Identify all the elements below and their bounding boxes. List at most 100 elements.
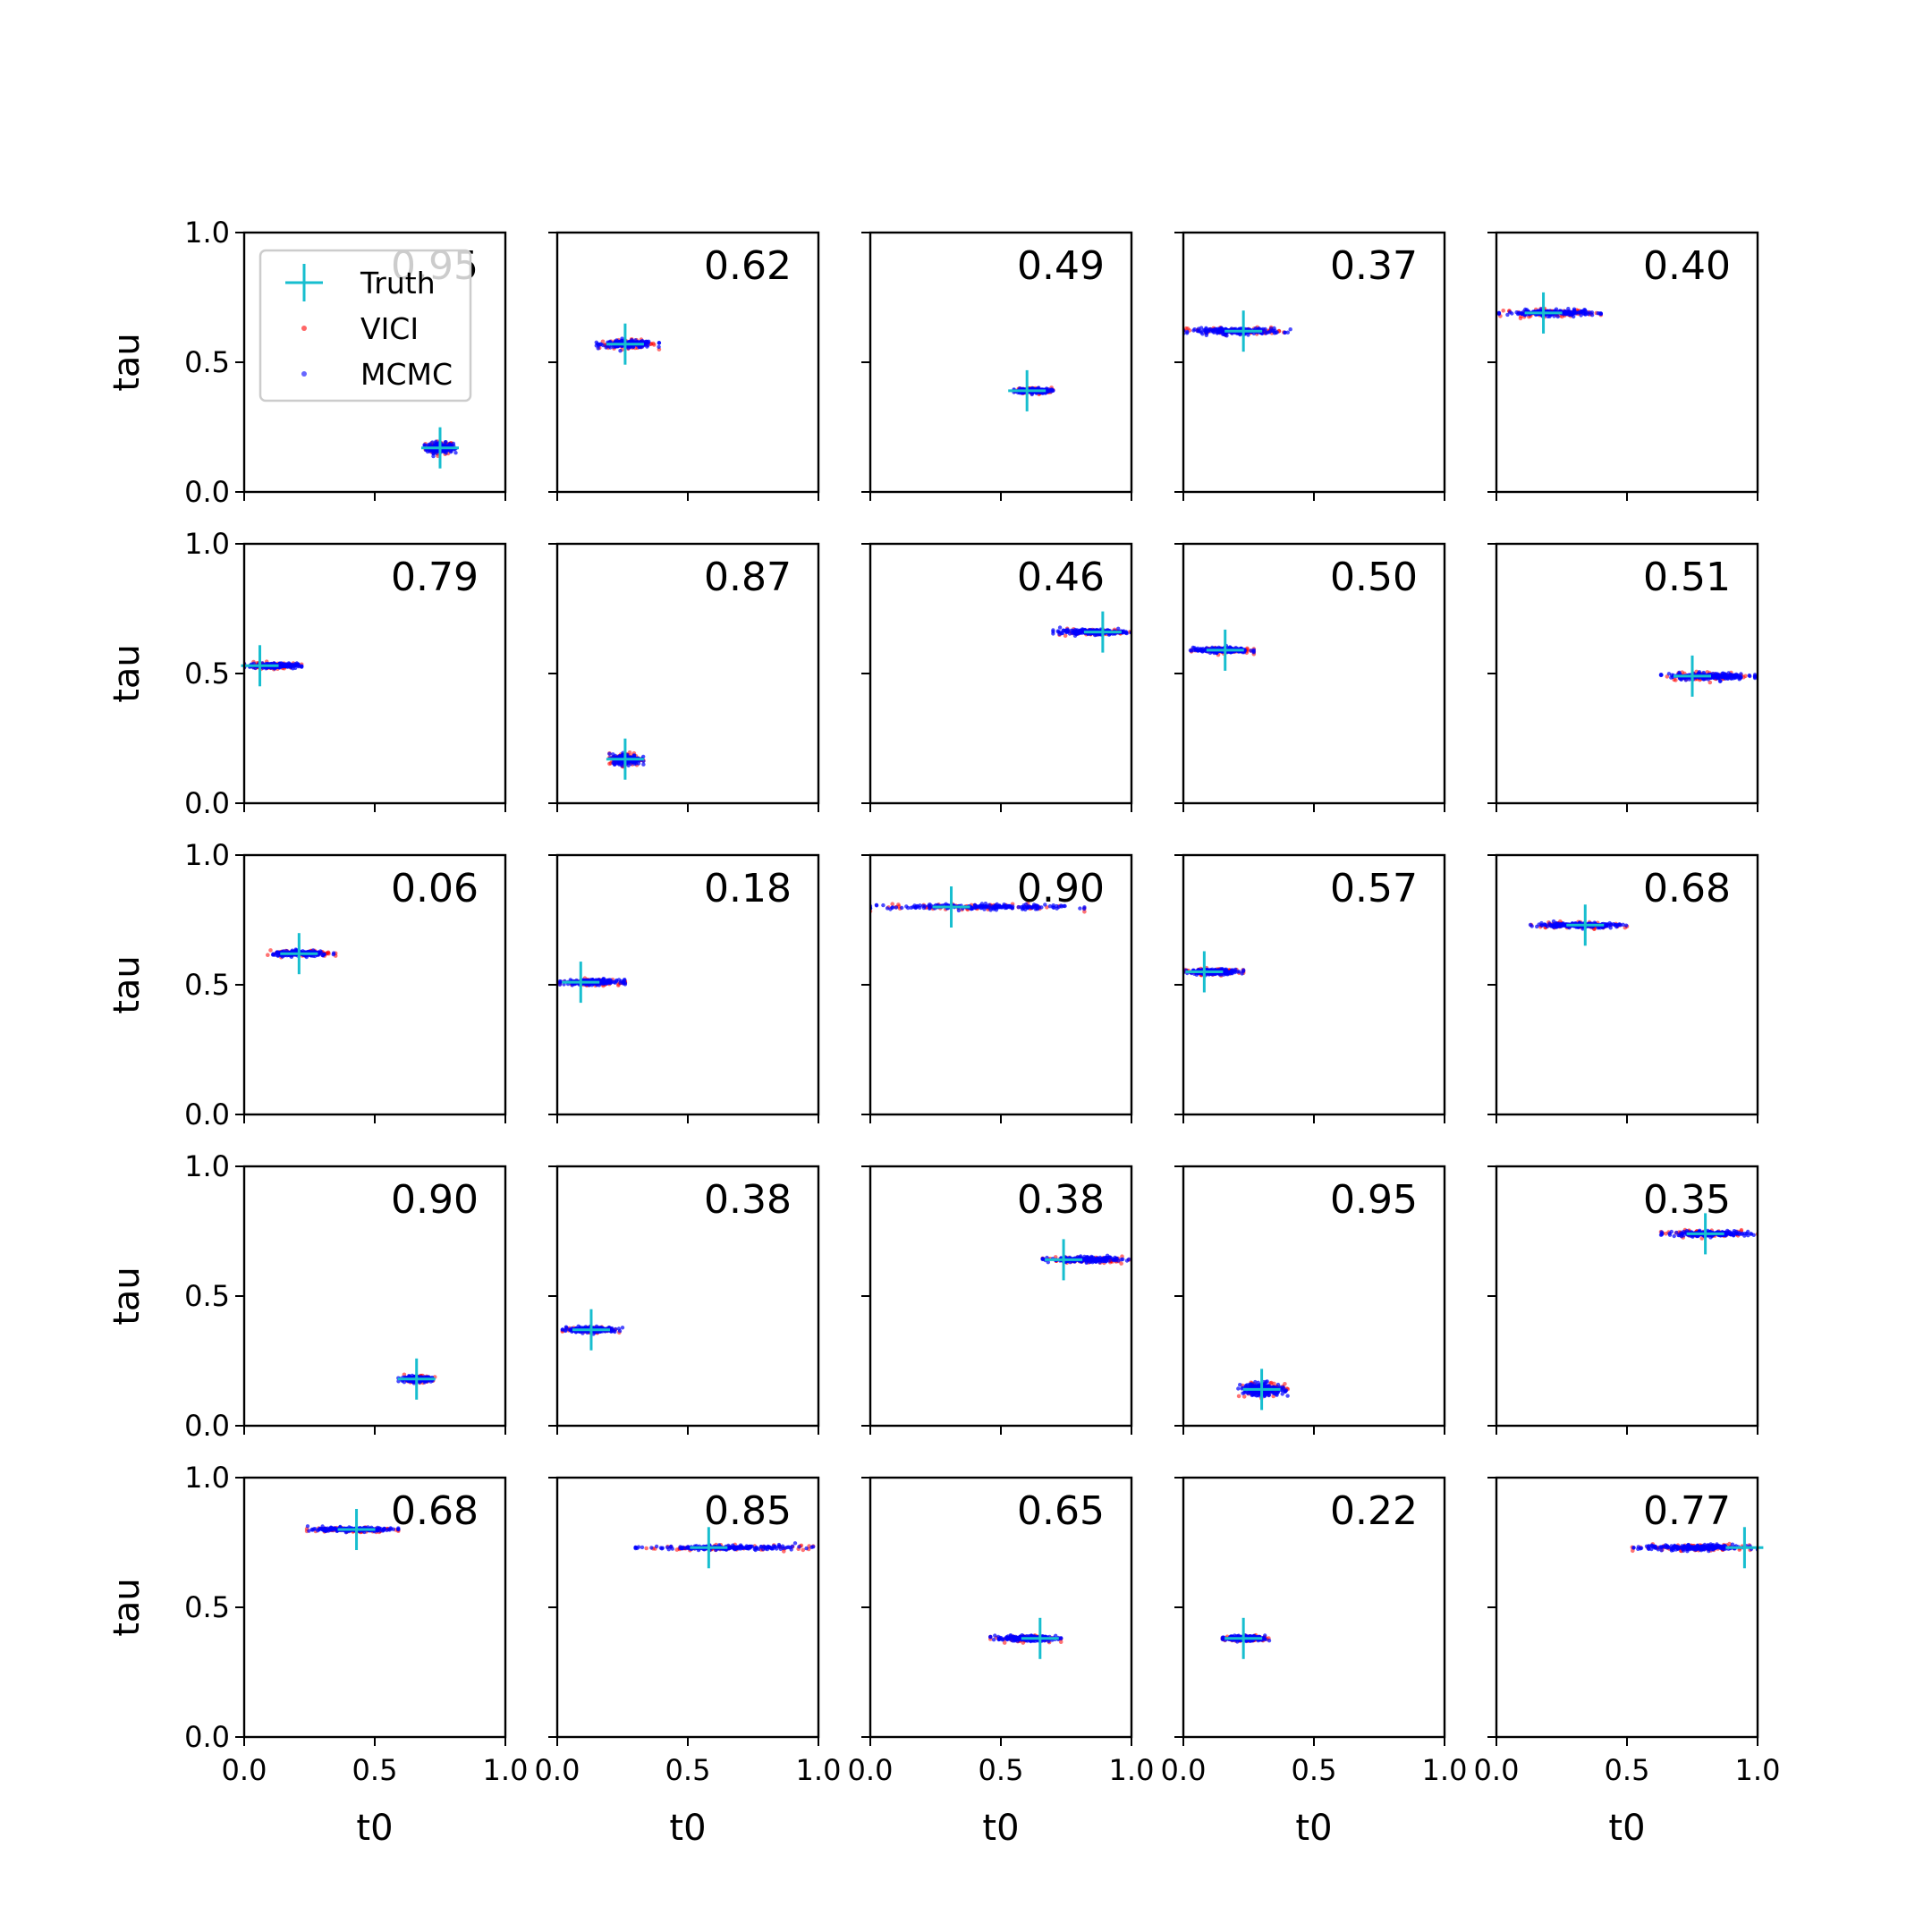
y-tick-label: 0.0	[184, 1097, 230, 1131]
mcmc-sample-point	[626, 346, 631, 351]
mcmc-sample-point	[1658, 673, 1664, 678]
mcmc-sample-point	[1024, 902, 1029, 907]
mcmc-sample-point	[1505, 312, 1510, 318]
truth-marker	[397, 1358, 436, 1400]
mcmc-sample-point	[1624, 923, 1629, 928]
y-tick-label: 0.5	[184, 345, 230, 379]
vici-sample-point	[1082, 910, 1087, 914]
mcmc-sample-point	[1043, 902, 1047, 907]
mcmc-sample-point	[657, 344, 661, 349]
mcmc-sample-point	[604, 345, 608, 350]
panel-14: 0.57	[1174, 853, 1446, 1123]
mcmc-sample-point	[1204, 333, 1209, 337]
panel-value-label: 0.18	[704, 866, 792, 911]
mcmc-sample-point	[331, 951, 336, 955]
mcmc-sample-point	[606, 979, 610, 984]
mcmc-sample-point	[1215, 327, 1219, 332]
mcmc-sample-point	[956, 908, 962, 913]
panel-grid: 0.00.51.0tau0.950.620.490.370.400.00.51.…	[106, 216, 1780, 1849]
mcmc-sample-point	[982, 907, 987, 911]
mcmc-sample-point	[1119, 1258, 1123, 1262]
panel-value-label: 0.62	[704, 243, 792, 289]
mcmc-sample-point	[609, 1326, 614, 1331]
mcmc-sample-point	[1224, 971, 1230, 976]
mcmc-sample-point	[321, 953, 326, 958]
mcmc-sample-point	[1049, 387, 1055, 392]
y-axis-label: tau	[106, 1267, 148, 1326]
mcmc-sample-point	[1057, 625, 1063, 630]
truth-marker	[606, 738, 644, 780]
mcmc-sample-point	[1056, 630, 1061, 634]
mcmc-sample-point	[1124, 1258, 1130, 1263]
panel-value-label: 0.37	[1330, 243, 1418, 289]
mcmc-sample-point	[970, 906, 974, 911]
mcmc-sample-point	[1540, 923, 1545, 928]
truth-marker	[1524, 292, 1563, 334]
mcmc-sample-point	[928, 903, 934, 908]
y-tick-label: 1.0	[184, 216, 230, 250]
truth-marker	[1206, 629, 1244, 671]
mcmc-sample-point	[428, 442, 432, 446]
panel-value-label: 0.38	[704, 1177, 792, 1223]
mcmc-sample-point	[973, 905, 978, 910]
mcmc-sample-point	[636, 761, 641, 766]
mcmc-sample-point	[657, 341, 662, 345]
mcmc-sample-point	[580, 1331, 585, 1335]
truth-marker	[241, 645, 279, 687]
truth-marker	[1224, 310, 1263, 352]
mcmc-sample-point	[1716, 676, 1722, 681]
mcmc-sample-point	[1737, 674, 1741, 679]
mcmc-sample-point	[881, 902, 886, 908]
mcmc-sample-point	[1051, 630, 1055, 634]
mcmc-sample-point	[318, 949, 323, 953]
mcmc-sample-point	[1683, 678, 1689, 682]
panel-18: 0.38	[861, 1165, 1133, 1435]
mcmc-sample-point	[1217, 326, 1223, 331]
mcmc-sample-point	[573, 1330, 579, 1335]
mcmc-sample-point	[618, 349, 623, 353]
mcmc-sample-point	[1223, 968, 1227, 973]
mcmc-sample-point	[1562, 922, 1566, 928]
mcmc-sample-point	[1007, 905, 1012, 910]
y-tick-label: 0.0	[184, 786, 230, 820]
mcmc-sample-point	[1120, 631, 1125, 635]
mcmc-sample-point	[1720, 674, 1724, 680]
mcmc-sample-point	[1687, 677, 1691, 682]
y-axis-label: tau	[106, 955, 148, 1014]
mcmc-sample-point	[1747, 673, 1752, 678]
vici-sample-point	[651, 341, 656, 346]
panel-value-label: 0.40	[1643, 243, 1731, 289]
mcmc-sample-point	[1056, 904, 1062, 910]
y-tick-label: 1.0	[184, 1149, 230, 1183]
mcmc-sample-point	[912, 903, 917, 908]
mcmc-sample-point	[1596, 311, 1600, 316]
mcmc-sample-point	[596, 346, 600, 351]
mcmc-sample-point	[1208, 326, 1213, 332]
mcmc-sample-point	[595, 342, 600, 346]
mcmc-sample-point	[995, 904, 999, 909]
mcmc-sample-point	[1537, 922, 1541, 927]
truth-marker	[421, 427, 459, 469]
truth-marker	[280, 933, 318, 975]
mcmc-sample-point	[1185, 329, 1190, 335]
mcmc-sample-point	[428, 1379, 433, 1384]
mcmc-sample-point	[1275, 330, 1279, 335]
truth-marker	[1185, 951, 1224, 993]
mcmc-sample-point	[1229, 970, 1234, 976]
panel-4: 0.37	[1174, 231, 1446, 501]
mcmc-sample-point	[1555, 314, 1560, 319]
mcmc-sample-point	[1196, 648, 1200, 653]
panel-2: 0.62	[548, 231, 820, 501]
mcmc-sample-point	[918, 903, 922, 908]
mcmc-sample-point	[287, 662, 292, 666]
mcmc-sample-point	[602, 979, 607, 984]
mcmc-sample-point	[560, 1327, 565, 1332]
panel-12: 0.18	[548, 853, 820, 1123]
mcmc-sample-point	[1508, 309, 1513, 315]
mcmc-sample-point	[1596, 926, 1600, 930]
mcmc-sample-point	[920, 903, 926, 908]
mcmc-sample-point	[621, 979, 625, 984]
mcmc-sample-point	[435, 449, 440, 453]
mcmc-sample-point	[1023, 907, 1028, 912]
